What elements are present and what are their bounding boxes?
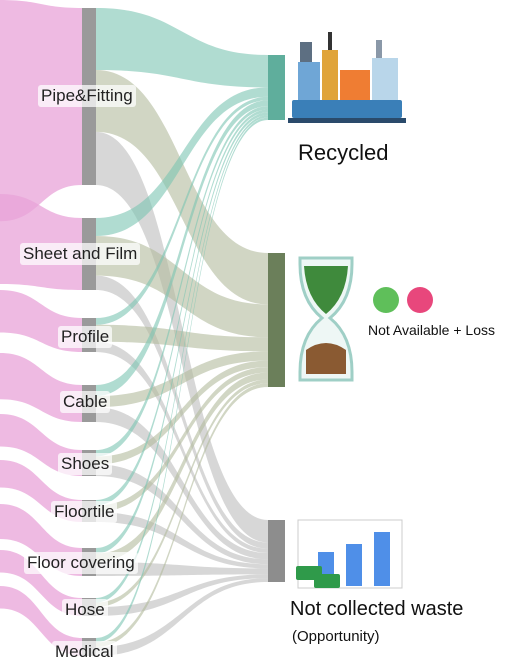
- flow: [96, 112, 268, 554]
- source-label: Profile: [58, 326, 113, 348]
- target-node: [268, 253, 285, 387]
- flow: [96, 383, 268, 647]
- inflow: [0, 586, 82, 656]
- flow: [96, 367, 268, 513]
- flow: [96, 117, 268, 643]
- flow: [96, 379, 268, 607]
- inflow: [0, 194, 82, 290]
- source-label: Cable: [60, 391, 111, 413]
- source-label: Pipe&Fitting: [38, 85, 136, 107]
- flow: [96, 372, 268, 562]
- target-sublabel: (Opportunity): [292, 628, 380, 645]
- source-label: Floor covering: [24, 552, 138, 574]
- flow: [96, 87, 268, 236]
- flow: [96, 578, 268, 656]
- target-label: Recycled: [298, 140, 389, 165]
- source-label: Medical: [52, 641, 117, 662]
- source-label: Hose: [62, 599, 108, 621]
- bar-chart-icon: [296, 519, 403, 589]
- flow: [96, 407, 268, 560]
- flow: [96, 8, 268, 88]
- flow: [96, 360, 268, 465]
- flow: [96, 562, 268, 576]
- flow: [96, 109, 268, 506]
- target-node: [268, 55, 285, 120]
- source-label: Shoes: [58, 453, 113, 475]
- factory-icon: [288, 32, 406, 123]
- source-label: Floortile: [51, 501, 118, 523]
- flow: [96, 341, 268, 553]
- target-node: [268, 520, 285, 582]
- flow: [96, 69, 268, 305]
- flow: [96, 100, 268, 397]
- target-label: Not Available + Loss: [368, 322, 495, 338]
- flow: [96, 115, 268, 603]
- inflow: [0, 550, 82, 616]
- source-label: Sheet and Film: [20, 243, 141, 265]
- flow: [96, 574, 268, 616]
- inflow: [0, 0, 82, 222]
- flow: [96, 106, 268, 457]
- flow: [96, 96, 268, 325]
- flow: [96, 324, 268, 352]
- target-label: Not collected waste: [290, 598, 464, 620]
- hourglass-icon: [298, 256, 433, 382]
- flow: [96, 512, 268, 569]
